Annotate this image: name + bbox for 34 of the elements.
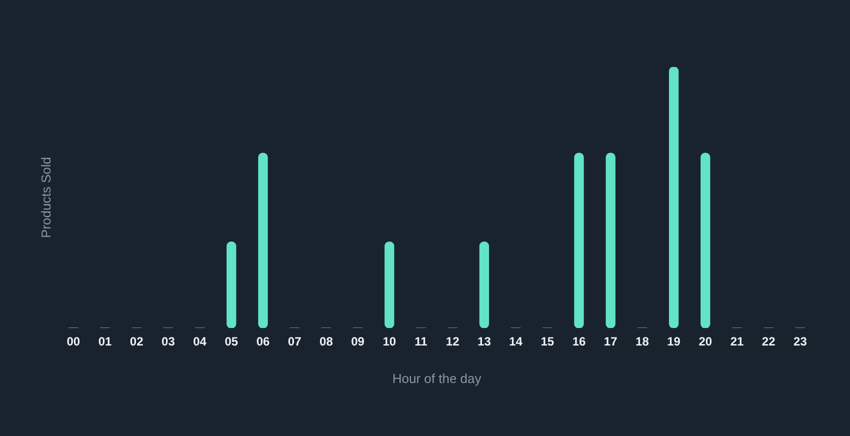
x-tick-label: 11 (414, 334, 428, 349)
x-tick-label: 08 (320, 334, 334, 349)
x-tick-label: 01 (98, 334, 112, 349)
bar (479, 242, 490, 328)
x-tick-label: 09 (351, 334, 365, 349)
x-tick-label: 15 (540, 334, 554, 349)
bar (606, 152, 616, 328)
x-tick-label: 22 (762, 334, 776, 349)
x-tick-label: 06 (256, 334, 270, 349)
x-axis-title: Hour of the day (392, 370, 482, 386)
x-tick-label: 07 (288, 334, 302, 349)
y-axis-title: Products Sold (38, 157, 54, 238)
x-tick-label: 13 (478, 334, 492, 349)
x-tick-label: 23 (794, 334, 808, 349)
x-tick-label: 19 (667, 334, 681, 349)
x-tick-label: 03 (162, 334, 176, 349)
x-tick-label: 16 (572, 334, 586, 349)
x-tick-label: 02 (130, 334, 144, 349)
bar (700, 152, 710, 328)
x-tick-label: 18 (636, 334, 650, 349)
x-tick-label: 00 (66, 334, 80, 349)
bar (258, 152, 268, 328)
x-tick-label: 17 (604, 334, 618, 349)
x-tick-label: 12 (446, 334, 460, 349)
x-tick-label: 10 (382, 334, 396, 349)
bar (226, 242, 236, 328)
bar (384, 242, 394, 328)
x-tick-label: 14 (509, 334, 523, 349)
bar (668, 67, 679, 328)
x-tick-label: 20 (698, 334, 712, 349)
x-tick-label: 05 (224, 334, 238, 349)
bar (574, 152, 584, 328)
x-tick-label: 21 (730, 334, 744, 349)
x-tick-label: 04 (193, 334, 207, 349)
